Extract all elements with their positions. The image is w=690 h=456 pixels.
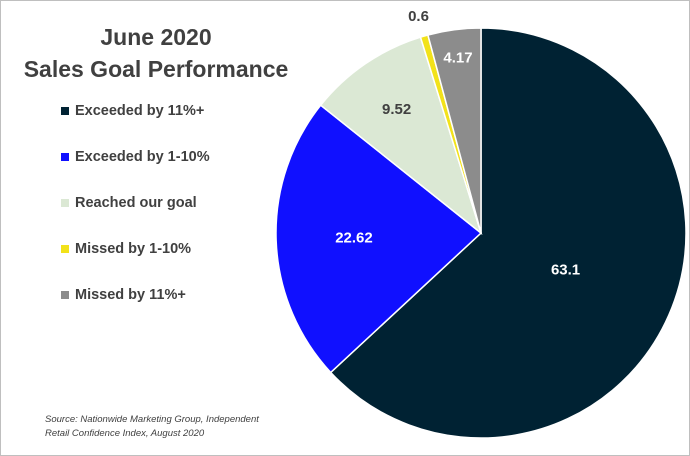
slice-label-exceeded-1-10: 22.62 (335, 229, 373, 246)
legend-swatch (61, 245, 69, 253)
legend-swatch (61, 199, 69, 207)
chart-title-line-2: Sales Goal Performance (23, 56, 289, 82)
slice-reached-goal (319, 36, 483, 236)
legend-swatch (61, 291, 69, 299)
legend-item-exceeded-1-10: Exceeded by 1-10% (61, 147, 210, 167)
slice-exceeded-1-10 (275, 104, 483, 374)
source-line-2: Retail Confidence Index, August 2020 (45, 428, 205, 439)
legend-label: Exceeded by 11%+ (75, 103, 205, 119)
source-note: Source: Nationwide Marketing Group, Inde… (45, 413, 259, 441)
source-line-1: Source: Nationwide Marketing Group, Inde… (45, 414, 259, 425)
slice-missed-11 (426, 27, 482, 234)
slice-label-reached-goal: 9.52 (382, 101, 411, 118)
slice-label-missed-1-10: 0.6 (408, 8, 429, 25)
slice-exceeded-11 (329, 27, 687, 439)
chart-title-line-1: June 2020 (100, 24, 212, 50)
legend-label: Missed by 1-10% (75, 241, 192, 257)
legend-label: Missed by 11%+ (75, 287, 186, 303)
slice-label-missed-11: 4.17 (443, 50, 472, 67)
legend-label: Exceeded by 1-10% (75, 149, 210, 165)
legend-label: Reached our goal (75, 195, 197, 211)
legend-item-reached-goal: Reached our goal (61, 193, 210, 213)
legend: Exceeded by 11%+ Exceeded by 1-10% Reach… (61, 101, 210, 331)
legend-swatch (61, 153, 69, 161)
legend-item-missed-11: Missed by 11%+ (61, 285, 210, 305)
legend-item-exceeded-11: Exceeded by 11%+ (61, 101, 210, 121)
legend-swatch (61, 107, 69, 115)
slice-label-exceeded-11: 63.1 (551, 261, 580, 278)
chart-title: June 2020 Sales Goal Performance (1, 21, 311, 85)
legend-item-missed-1-10: Missed by 1-10% (61, 239, 210, 259)
